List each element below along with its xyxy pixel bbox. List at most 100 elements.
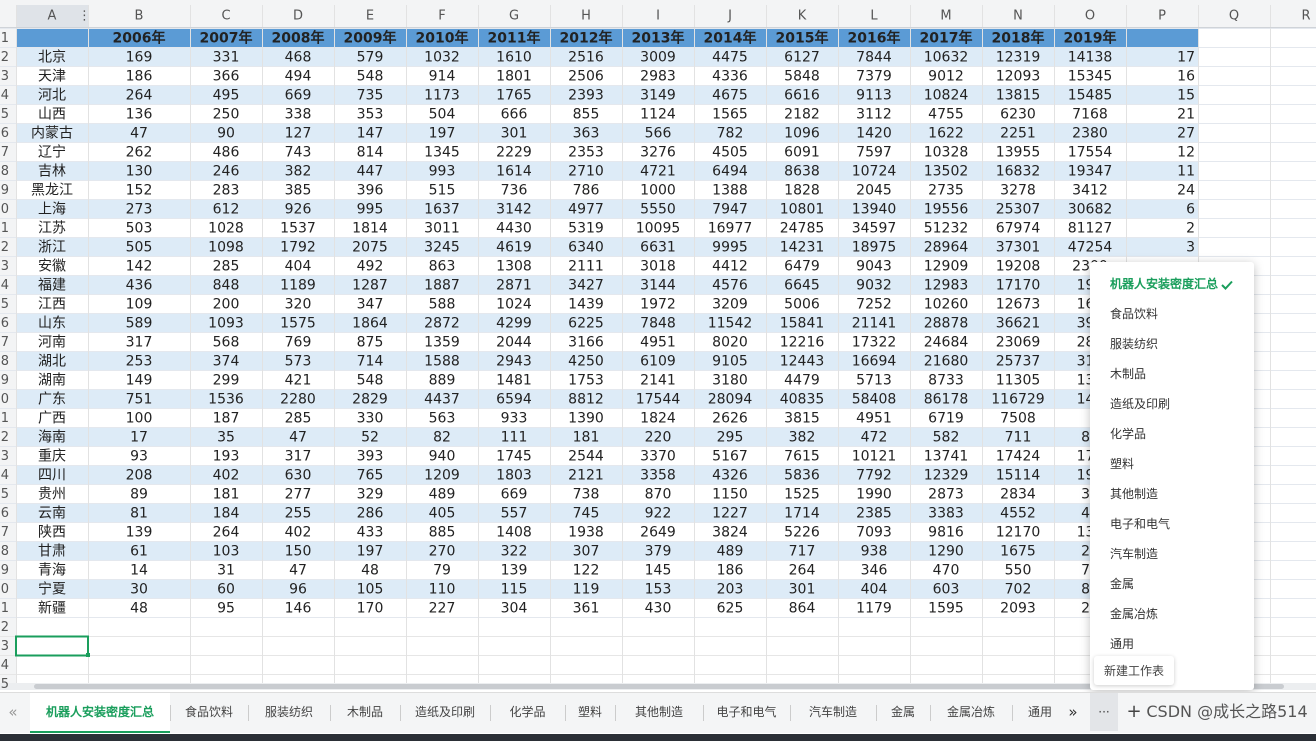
cell-value: 6127 bbox=[784, 50, 820, 66]
tab-prev[interactable]: « bbox=[8, 703, 18, 721]
tab-more[interactable]: ··· bbox=[1090, 693, 1118, 731]
cell-value: 81127 bbox=[1068, 221, 1113, 237]
cell-value: 115 bbox=[501, 582, 528, 598]
cell-value: 17554 bbox=[1068, 145, 1113, 161]
sheet-tab[interactable]: 机器人安装密度汇总 bbox=[30, 693, 170, 733]
sheet-tab[interactable]: 其他制造 bbox=[634, 705, 683, 719]
cell-value: 1595 bbox=[928, 601, 964, 617]
cell-value: 4505 bbox=[712, 145, 748, 161]
cell-value: 3815 bbox=[784, 411, 820, 427]
cell-value: 1173 bbox=[424, 88, 460, 104]
sheet-tab[interactable]: 汽车制造 bbox=[808, 705, 857, 719]
cell-value: 152 bbox=[126, 183, 153, 199]
cell-value: 4576 bbox=[712, 278, 748, 294]
cell-value: 2943 bbox=[496, 354, 532, 370]
sheet-tab[interactable]: 电子和电气 bbox=[716, 705, 777, 719]
menu-item[interactable]: 其他制造 bbox=[1110, 487, 1159, 501]
cell-value: 1814 bbox=[352, 221, 388, 237]
cell-value: 515 bbox=[429, 183, 456, 199]
cell-value: 307 bbox=[573, 544, 600, 560]
cell-value: 109 bbox=[126, 297, 153, 313]
menu-item[interactable]: 金属冶炼 bbox=[1110, 607, 1159, 621]
row-number: 8 bbox=[1, 164, 9, 179]
column-letter: A bbox=[48, 9, 57, 24]
cell-value: 1098 bbox=[208, 240, 244, 256]
cell-value: 90 bbox=[217, 126, 235, 142]
cell-value: 630 bbox=[285, 468, 312, 484]
cell-value: 146 bbox=[285, 601, 312, 617]
tab-separator bbox=[565, 705, 566, 721]
cell-value: 2393 bbox=[568, 88, 604, 104]
tab-separator bbox=[876, 705, 877, 721]
sheet-tab[interactable]: 金属冶炼 bbox=[946, 705, 995, 719]
sheet-tab[interactable]: 化学品 bbox=[509, 705, 546, 719]
sheet-tab[interactable]: 金属 bbox=[890, 705, 915, 719]
cell-value: 1714 bbox=[784, 506, 820, 522]
scrollbar-thumb[interactable] bbox=[34, 684, 1284, 689]
menu-item[interactable]: 服装纺织 bbox=[1110, 337, 1159, 351]
province-name: 陕西 bbox=[38, 525, 66, 541]
menu-item[interactable]: 金属 bbox=[1110, 577, 1135, 591]
cell-value: 1792 bbox=[280, 240, 316, 256]
cell-value: 220 bbox=[645, 430, 672, 446]
sheet-tab[interactable]: 通用 bbox=[1027, 705, 1052, 719]
cell-value: 79 bbox=[433, 563, 451, 579]
cell-value: 1032 bbox=[424, 50, 460, 66]
cell-value: 16977 bbox=[708, 221, 753, 237]
cell-value: 40835 bbox=[780, 392, 825, 408]
cell-value: 1536 bbox=[208, 392, 244, 408]
tab-add[interactable]: + bbox=[1126, 701, 1142, 722]
cell-value: 89 bbox=[130, 487, 148, 503]
tab-separator bbox=[615, 705, 616, 721]
menu-item[interactable]: 塑料 bbox=[1110, 457, 1135, 471]
cell-value: 48 bbox=[130, 601, 148, 617]
year-header: 2012年 bbox=[560, 30, 613, 47]
row-number: 7 bbox=[1, 145, 9, 160]
cell-value: 743 bbox=[285, 145, 312, 161]
menu-item[interactable]: 电子和电气 bbox=[1110, 517, 1171, 531]
cell-value: 170 bbox=[357, 601, 384, 617]
cell-value: 2075 bbox=[352, 240, 388, 256]
tab-next[interactable]: » bbox=[1068, 703, 1078, 721]
cell-value: 187 bbox=[213, 411, 240, 427]
sheet-tab[interactable]: 食品饮料 bbox=[184, 705, 233, 719]
cell-value: 130 bbox=[126, 164, 153, 180]
row-number: 32 bbox=[0, 620, 9, 635]
year-header: 2011年 bbox=[488, 30, 541, 47]
menu-item[interactable]: 机器人安装密度汇总 bbox=[1110, 275, 1233, 292]
cell-value: 103 bbox=[213, 544, 240, 560]
sheet-tab[interactable]: 塑料 bbox=[577, 705, 602, 719]
sheet-tab[interactable]: 服装纺织 bbox=[264, 705, 313, 719]
cell-value: 494 bbox=[285, 69, 312, 85]
sheet-tab[interactable]: 造纸及印刷 bbox=[414, 705, 475, 719]
cell-value: 301 bbox=[501, 126, 528, 142]
cell-value: 666 bbox=[501, 107, 528, 123]
rank-value: 15 bbox=[1177, 88, 1195, 104]
menu-item[interactable]: 通用 bbox=[1110, 637, 1135, 651]
cell-value: 283 bbox=[213, 183, 240, 199]
new-sheet-button[interactable]: 新建工作表 bbox=[1094, 656, 1175, 685]
cell-value: 6225 bbox=[568, 316, 604, 332]
cell-value: 1610 bbox=[496, 50, 532, 66]
watermark: CSDN @成长之路514 bbox=[1146, 702, 1308, 721]
sheet-tab[interactable]: 木制品 bbox=[346, 705, 383, 719]
cell-value: 5836 bbox=[784, 468, 820, 484]
cell-value: 37301 bbox=[996, 240, 1041, 256]
cell-value: 317 bbox=[126, 335, 153, 351]
menu-item[interactable]: 食品饮料 bbox=[1110, 307, 1159, 321]
row-number: 22 bbox=[0, 430, 9, 445]
cell-value: 1828 bbox=[784, 183, 820, 199]
cell-value: 1287 bbox=[352, 278, 388, 294]
menu-item[interactable]: 木制品 bbox=[1110, 367, 1147, 381]
cell-value: 922 bbox=[645, 506, 672, 522]
menu-item[interactable]: 汽车制造 bbox=[1110, 547, 1159, 561]
menu-item[interactable]: 化学品 bbox=[1110, 427, 1147, 441]
rank-value: 24 bbox=[1177, 183, 1195, 199]
cell-value: 4412 bbox=[712, 259, 748, 275]
cell-value: 19347 bbox=[1068, 164, 1113, 180]
menu-item[interactable]: 造纸及印刷 bbox=[1110, 397, 1171, 411]
cell-value: 19556 bbox=[924, 202, 969, 218]
cell-value: 147 bbox=[357, 126, 384, 142]
row-band bbox=[16, 427, 1198, 446]
column-letter: Q bbox=[1229, 9, 1239, 24]
